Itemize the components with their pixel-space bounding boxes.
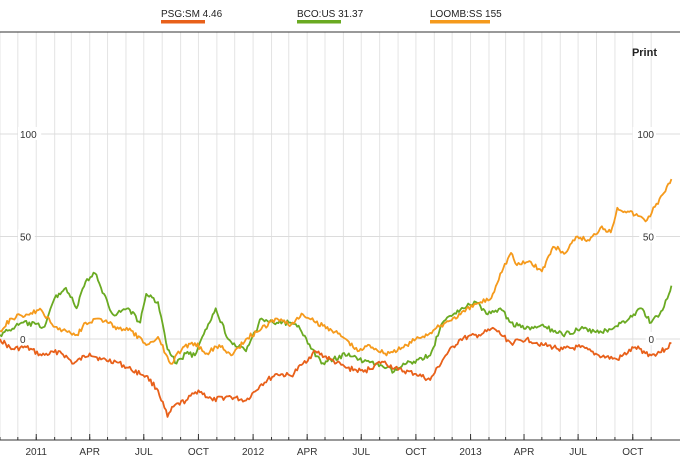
y-tick-label-bg (645, 332, 656, 345)
y-tick-right: 50 (639, 229, 656, 244)
y-tick-left: 100 (18, 127, 42, 141)
y-tick-label-bg (639, 229, 656, 243)
y-tick-label-bg (18, 332, 29, 345)
y-tick-label-bg (18, 127, 42, 140)
y-tick-label: 50 (643, 233, 655, 244)
x-tick-label: JUL (352, 447, 370, 458)
y-tick-label-bg (18, 229, 35, 243)
series-line-loomb-ss (0, 178, 673, 365)
x-tick-label: OCT (622, 447, 643, 458)
legend-label: PSG:SM 4.46 (161, 9, 223, 20)
x-tick-label: OCT (405, 447, 426, 458)
y-tick-label: 0 (20, 335, 26, 346)
y-tick-label: 100 (637, 130, 654, 141)
x-tick-label: JUL (135, 447, 153, 458)
legend[interactable]: PSG:SM 4.46 BCO:US 31.37 LOOMB:SS 155 (161, 9, 502, 24)
frame (0, 31, 680, 441)
x-tick-label: APR (514, 447, 535, 458)
legend-label: BCO:US 31.37 (297, 9, 364, 20)
x-tick-label: 2013 (459, 447, 482, 458)
legend-label: LOOMB:SS 155 (430, 9, 502, 20)
series-line-bco-us (0, 271, 673, 374)
x-tick-label: APR (297, 447, 318, 458)
legend-swatch (161, 20, 205, 24)
y-tick-left: 50 (18, 229, 35, 244)
x-ticks: 2011 APR JUL OCT 2012 APR JUL OCT 2013 APR JUL OCT (25, 434, 643, 458)
y-tick-right: 100 (632, 127, 656, 141)
y-tick-right: 0 (645, 332, 656, 346)
legend-swatch (430, 20, 490, 24)
series-line-psg-sm (0, 326, 672, 418)
y-tick-left: 0 (18, 332, 29, 346)
x-tick-label: APR (79, 447, 100, 458)
legend-item-loomb-ss[interactable]: LOOMB:SS 155 (430, 9, 502, 24)
series (0, 178, 673, 418)
y-tick-label-bg (632, 127, 656, 140)
y-tick-label: 50 (20, 233, 32, 244)
legend-item-bco-us[interactable]: BCO:US 31.37 (297, 9, 364, 24)
y-tick-label: 0 (648, 335, 654, 346)
x-tick-label: OCT (188, 447, 209, 458)
x-tick-label: 2011 (25, 447, 47, 458)
x-tick-label: 2012 (242, 447, 265, 458)
legend-swatch (297, 20, 341, 24)
legend-item-psg-sm[interactable]: PSG:SM 4.46 (161, 9, 223, 24)
y-tick-label: 100 (20, 130, 37, 141)
x-tick-label: JUL (569, 447, 587, 458)
print-link[interactable]: Print (632, 47, 657, 59)
y-ticks: 100 50 0 100 50 0 (18, 127, 656, 346)
